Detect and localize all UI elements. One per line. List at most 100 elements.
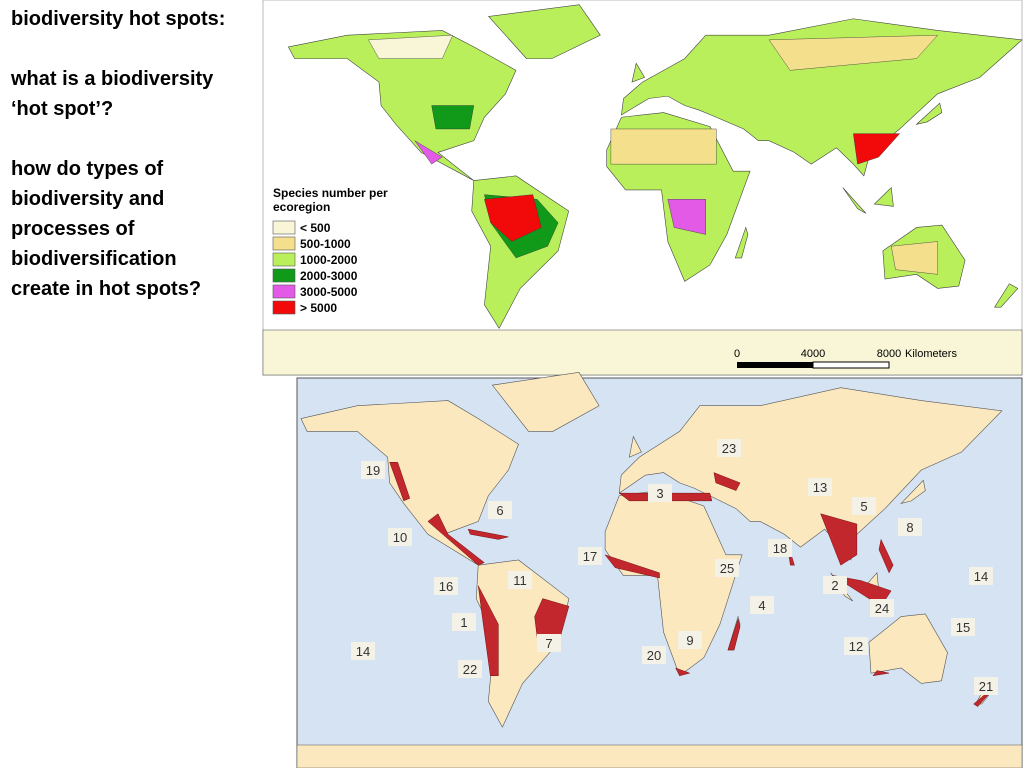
hotspot xyxy=(675,667,691,677)
label-box xyxy=(452,613,476,631)
heading: biodiversity hot spots: xyxy=(11,8,226,30)
species-zone xyxy=(768,34,939,71)
antarctica xyxy=(296,744,1023,768)
land xyxy=(631,62,646,83)
label-box xyxy=(508,571,532,589)
label-box xyxy=(351,642,375,660)
hotspot xyxy=(478,585,499,676)
legend-swatch xyxy=(272,220,296,235)
legend-label: 500-1000 xyxy=(300,237,351,251)
species-zone xyxy=(891,241,938,275)
species-map xyxy=(262,4,1023,376)
hotspot xyxy=(832,575,892,607)
label-box xyxy=(458,660,482,678)
hotspot-label: 17 xyxy=(583,549,597,564)
hotspot-map xyxy=(296,371,1023,768)
label-box xyxy=(388,528,412,546)
hotspot xyxy=(427,513,485,566)
label-box xyxy=(808,478,832,496)
label-box xyxy=(852,497,876,515)
hotspot-label: 14 xyxy=(356,644,370,659)
hotspot-label: 2 xyxy=(831,578,838,593)
legend-label: 3000-5000 xyxy=(300,285,358,299)
hotspot-label: 18 xyxy=(773,541,787,556)
hotspot-label: 24 xyxy=(875,601,889,616)
hotspot-label: 16 xyxy=(439,579,453,594)
hotspot xyxy=(604,554,660,579)
hotspot-label: 9 xyxy=(686,633,693,648)
legend-label: < 500 xyxy=(300,221,331,235)
scale-bar-segment xyxy=(737,362,813,368)
species-zone xyxy=(853,133,901,165)
legend-swatch xyxy=(272,236,296,251)
hotspot-label: 11 xyxy=(513,573,527,588)
species-zone xyxy=(667,199,706,235)
hotspot-label: 25 xyxy=(720,561,734,576)
land xyxy=(287,30,517,181)
label-box xyxy=(648,484,672,502)
label-box xyxy=(715,559,739,577)
scale-bar: 0 4000 8000 Kilometers xyxy=(734,348,957,369)
label-box xyxy=(678,631,702,649)
land xyxy=(994,283,1019,308)
legend-swatch xyxy=(272,284,296,299)
hotspot-label: 23 xyxy=(722,441,736,456)
legend-label: 2000-3000 xyxy=(300,269,358,283)
scale-tick-label: 4000 xyxy=(801,348,825,360)
land xyxy=(628,435,642,458)
hotspot-label: 19 xyxy=(366,463,380,478)
hotspot-label: 3 xyxy=(656,486,663,501)
scale-bar-segment xyxy=(812,361,890,369)
label-box xyxy=(768,539,792,557)
scale-unit: Kilometers xyxy=(905,348,957,360)
land xyxy=(873,186,894,207)
hotspot xyxy=(727,618,741,651)
question: what is a biodiversity ‘hot spot’? xyxy=(11,68,214,120)
label-box xyxy=(898,518,922,536)
legend: < 500 500-1000 1000-2000 2000-3000 3000-5000… xyxy=(272,220,358,315)
label-box xyxy=(578,547,602,565)
land xyxy=(842,187,867,214)
hotspot-label: 15 xyxy=(956,620,970,635)
slide-text: biodiversity hot spots: what is a biodiv… xyxy=(11,4,236,334)
label-box xyxy=(717,439,741,457)
hotspot xyxy=(820,513,858,566)
land xyxy=(915,102,943,125)
species-zone xyxy=(414,140,443,165)
legend-title: Species number per ecoregion xyxy=(273,186,388,214)
land xyxy=(487,4,601,59)
hotspot-label: 5 xyxy=(860,499,867,514)
hotspot xyxy=(713,472,741,491)
label-box xyxy=(870,599,894,617)
label-box xyxy=(969,567,993,585)
land xyxy=(900,479,926,504)
hotspot-label: 10 xyxy=(393,530,407,545)
hotspot-label: 1 xyxy=(460,615,467,630)
label-box xyxy=(974,677,998,695)
scale-tick-label: 0 xyxy=(734,348,740,360)
hotspot-label: 8 xyxy=(906,520,913,535)
hotspot xyxy=(467,528,509,540)
species-zone xyxy=(431,105,475,130)
label-box xyxy=(750,596,774,614)
label-box xyxy=(823,576,847,594)
land xyxy=(734,226,749,259)
legend-label: > 5000 xyxy=(300,301,337,315)
land xyxy=(491,371,600,432)
species-zone xyxy=(610,128,717,165)
legend-swatch xyxy=(272,252,296,267)
label-box xyxy=(951,618,975,636)
hotspot-label: 22 xyxy=(463,662,477,677)
question: how do types of biodiversity and process… xyxy=(11,158,202,300)
scale-tick-label: 8000 xyxy=(877,348,901,360)
hotspot-label: 14 xyxy=(974,569,988,584)
hotspot-label: 21 xyxy=(979,679,993,694)
hotspot-label: 13 xyxy=(813,480,827,495)
hotspot xyxy=(872,670,890,677)
species-zone xyxy=(368,34,454,59)
hotspot xyxy=(878,538,894,574)
hotspot-label: 7 xyxy=(545,636,552,651)
